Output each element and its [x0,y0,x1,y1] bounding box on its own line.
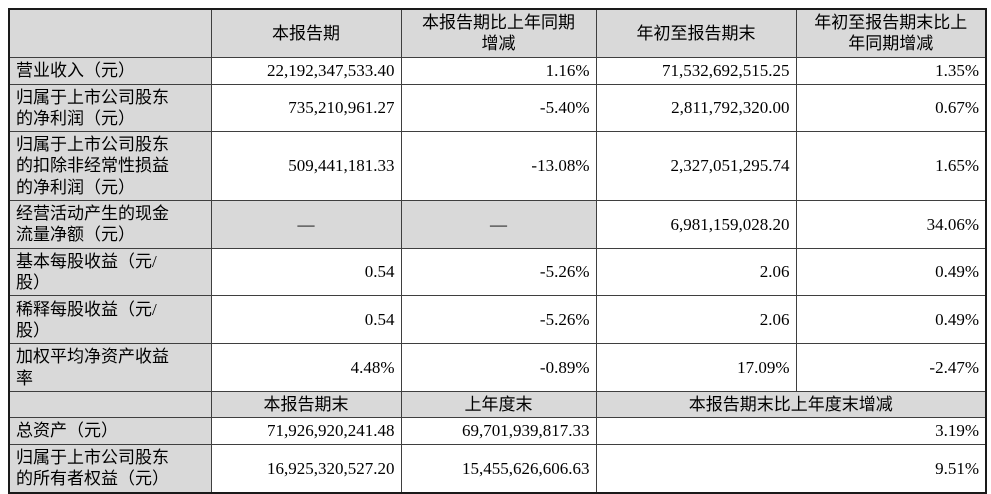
value-cell: 6,981,159,028.20 [595,199,797,249]
row-label: 经营活动产生的现金 流量净额（元） [8,199,212,249]
dash-cell: — [210,199,402,249]
value-cell: 509,441,181.33 [210,131,402,201]
value-cell: 0.67% [795,83,987,132]
value-cell: 0.54 [210,295,402,345]
value-cell: 71,926,920,241.48 [210,417,402,445]
value-cell: 4.48% [210,343,402,392]
table-row-diluted-eps: 稀释每股收益（元/ 股） 0.54 -5.26% 2.06 0.49% [8,295,987,345]
value-cell: 0.49% [795,295,987,345]
value-cell: -5.40% [400,83,597,132]
header-current-period: 本报告期 [210,8,402,58]
header-period-end-change: 本报告期末比上年度末增减 [595,390,987,419]
header-ytd-vs-prior: 年初至报告期末比上 年同期增减 [795,8,987,58]
value-cell: 1.65% [795,131,987,201]
value-cell: 16,925,320,527.20 [210,444,402,493]
row-label: 归属于上市公司股东 的扣除非经常性损益 的净利润（元） [8,131,212,201]
value-cell: -5.26% [400,247,597,297]
table-row-operating-cash-flow: 经营活动产生的现金 流量净额（元） — — 6,981,159,028.20 3… [8,199,987,249]
row-label: 稀释每股收益（元/ 股） [8,295,212,345]
value-cell: 71,532,692,515.25 [595,56,797,85]
corner-cell [8,390,212,419]
table-row-basic-eps: 基本每股收益（元/ 股） 0.54 -5.26% 2.06 0.49% [8,247,987,297]
value-cell: 2,811,792,320.00 [595,83,797,132]
row-label: 加权平均净资产收益 率 [8,343,212,392]
header-current-vs-prior: 本报告期比上年同期 增减 [400,8,597,58]
table-row-total-assets: 总资产（元） 71,926,920,241.48 69,701,939,817.… [8,417,987,445]
corner-cell [8,8,212,58]
value-cell: 1.35% [795,56,987,85]
value-cell: -0.89% [400,343,597,392]
header-prior-year-end: 上年度末 [400,390,597,419]
value-cell: 69,701,939,817.33 [400,417,597,445]
header-period-end: 本报告期末 [210,390,402,419]
table-row-net-profit: 归属于上市公司股东 的净利润（元） 735,210,961.27 -5.40% … [8,83,987,132]
table-row-weighted-avg-roe: 加权平均净资产收益 率 4.48% -0.89% 17.09% -2.47% [8,343,987,392]
value-cell: 0.54 [210,247,402,297]
table-row-operating-revenue: 营业收入（元） 22,192,347,533.40 1.16% 71,532,6… [8,56,987,85]
value-cell: 2.06 [595,247,797,297]
row-label: 营业收入（元） [8,56,212,85]
value-cell: 1.16% [400,56,597,85]
table-row-net-profit-excl-nonrecurring: 归属于上市公司股东 的扣除非经常性损益 的净利润（元） 509,441,181.… [8,131,987,201]
value-cell: 22,192,347,533.40 [210,56,402,85]
row-label: 归属于上市公司股东 的净利润（元） [8,83,212,132]
table-row-equity-attributable: 归属于上市公司股东 的所有者权益（元） 16,925,320,527.20 15… [8,444,987,493]
value-cell: 735,210,961.27 [210,83,402,132]
value-cell: 15,455,626,606.63 [400,444,597,493]
row-label: 总资产（元） [8,417,212,445]
value-cell: 0.49% [795,247,987,297]
value-cell: -13.08% [400,131,597,201]
header-ytd: 年初至报告期末 [595,8,797,58]
dash-cell: — [400,199,597,249]
value-cell: 17.09% [595,343,797,392]
header-row-1: 本报告期 本报告期比上年同期 增减 年初至报告期末 年初至报告期末比上 年同期增… [8,8,987,58]
header-row-2: 本报告期末 上年度末 本报告期末比上年度末增减 [8,390,987,419]
value-cell: 34.06% [795,199,987,249]
value-cell: -2.47% [795,343,987,392]
row-label: 基本每股收益（元/ 股） [8,247,212,297]
row-label: 归属于上市公司股东 的所有者权益（元） [8,444,212,493]
financial-summary-table: 本报告期 本报告期比上年同期 增减 年初至报告期末 年初至报告期末比上 年同期增… [8,8,987,494]
value-cell: 2,327,051,295.74 [595,131,797,201]
value-cell: -5.26% [400,295,597,345]
value-cell: 3.19% [595,417,987,445]
value-cell: 9.51% [595,444,987,493]
value-cell: 2.06 [595,295,797,345]
